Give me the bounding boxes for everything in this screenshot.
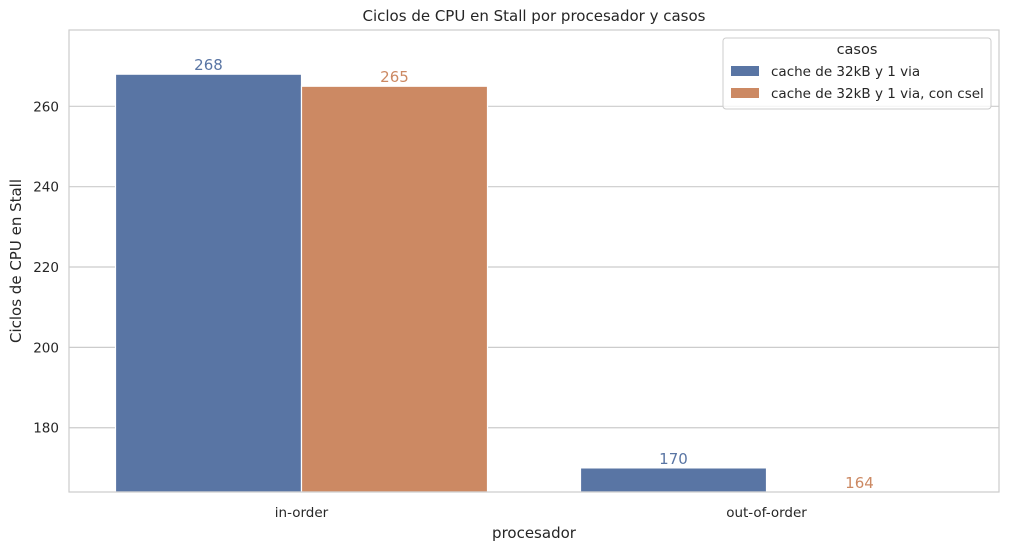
legend-swatch	[731, 88, 759, 98]
bar-value-label: 268	[194, 56, 223, 74]
bar-value-label: 170	[659, 450, 688, 468]
y-tick-label: 220	[33, 260, 59, 276]
x-axis-label: procesador	[492, 524, 577, 542]
legend-swatch	[731, 66, 759, 76]
x-tick-label: out-of-order	[726, 505, 807, 521]
bar-labels: 268 170 265 164	[194, 56, 874, 492]
y-tick-label: 200	[33, 340, 59, 356]
plot-frame	[68, 29, 1000, 493]
y-tick-labels: 180 200 220 240 260	[33, 99, 59, 436]
y-tick-label: 180	[33, 421, 59, 437]
bar-value-label: 164	[845, 474, 874, 492]
legend-title: casos	[837, 42, 878, 58]
bar-value-label: 265	[380, 68, 409, 86]
y-tick-label: 260	[33, 99, 59, 115]
bar	[114, 73, 303, 493]
chart-title: Ciclos de CPU en Stall por procesador y …	[363, 7, 706, 25]
legend-entry: cache de 32kB y 1 via, con csel	[771, 86, 984, 102]
bars	[114, 73, 768, 493]
bar	[300, 85, 489, 493]
y-axis-label: Ciclos de CPU en Stall	[7, 179, 25, 343]
x-tick-label: in-order	[275, 505, 329, 521]
x-tick-labels: in-order out-of-order	[275, 505, 807, 521]
y-tick-label: 240	[33, 180, 59, 196]
legend: casos cache de 32kB y 1 via cache de 32kB…	[722, 37, 992, 110]
legend-frame	[722, 37, 992, 110]
bar	[579, 467, 768, 493]
legend-entry: cache de 32kB y 1 via	[771, 64, 920, 80]
